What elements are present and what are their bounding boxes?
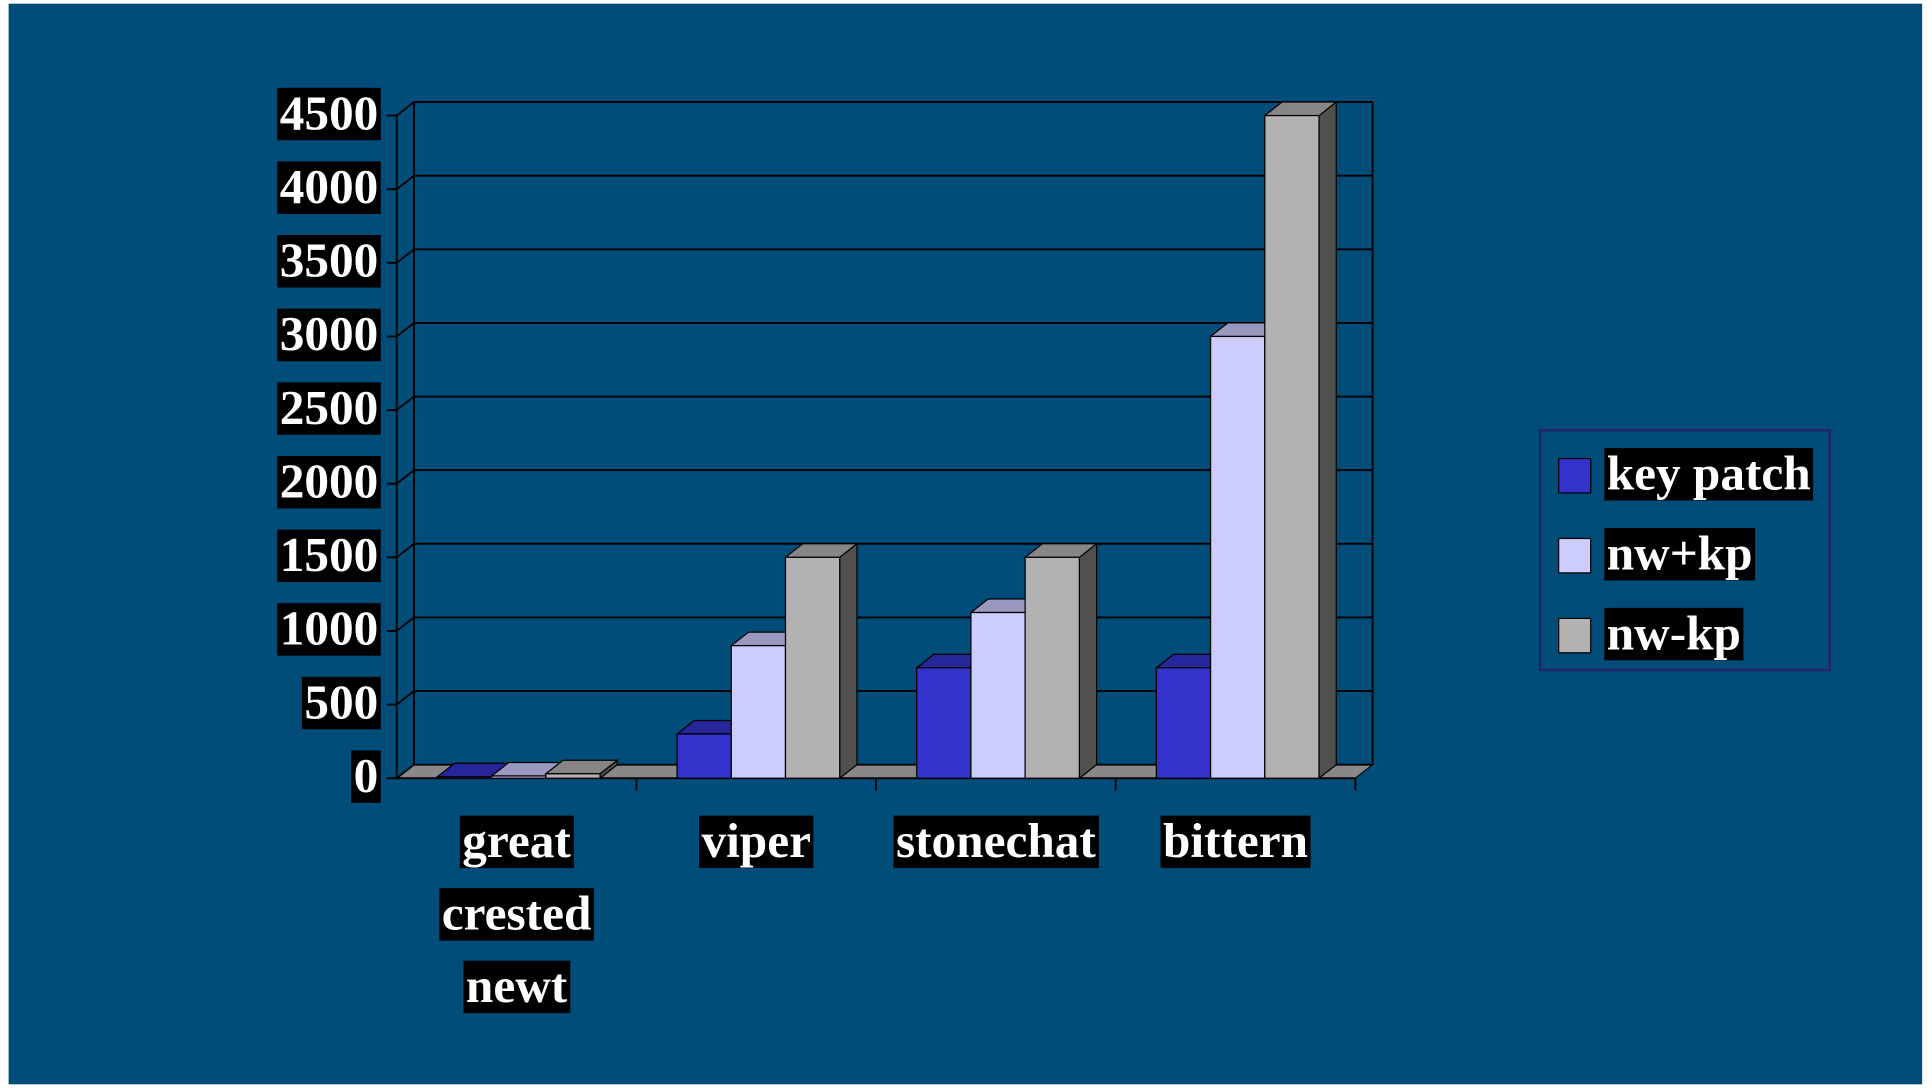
legend-label: key patch bbox=[1607, 446, 1811, 501]
grid-line bbox=[396, 469, 1373, 485]
x-tick-label: viper bbox=[701, 813, 810, 868]
bar-front bbox=[916, 667, 972, 779]
bar-front bbox=[1155, 667, 1212, 779]
x-tick-label: bittern bbox=[1163, 813, 1308, 868]
x-tick-label-bg bbox=[1160, 815, 1311, 869]
label-line: great bbox=[462, 813, 571, 868]
legend-label-bg bbox=[1604, 527, 1756, 581]
bar-side bbox=[839, 542, 858, 780]
y-tick-label: 1000 bbox=[280, 601, 379, 656]
bar-front bbox=[436, 776, 493, 779]
legend-swatch bbox=[1558, 537, 1592, 574]
grid-line bbox=[396, 395, 1373, 411]
bar bbox=[1023, 542, 1099, 780]
y-tick-label-bg bbox=[277, 603, 381, 656]
legend-swatch bbox=[1558, 617, 1592, 654]
label-line: bittern bbox=[1163, 813, 1308, 868]
bar-front bbox=[491, 775, 547, 779]
label-line: crested bbox=[442, 886, 592, 941]
y-tick-label: 1500 bbox=[280, 527, 379, 582]
y-tick-label: 0 bbox=[354, 748, 379, 803]
y-tick-label-bg bbox=[277, 382, 381, 435]
grid-line bbox=[396, 101, 1373, 117]
x-tick-label-bg bbox=[699, 815, 814, 869]
bar-side bbox=[1078, 542, 1098, 780]
y-tick-label-bg bbox=[301, 676, 381, 730]
label-line: viper bbox=[701, 813, 810, 868]
bar-front bbox=[784, 556, 841, 779]
bar-side bbox=[1318, 100, 1337, 780]
legend-swatch bbox=[1558, 457, 1592, 494]
y-tick-label-bg bbox=[277, 235, 381, 288]
y-tick-label: 2500 bbox=[280, 380, 379, 435]
y-tick-label: 3500 bbox=[280, 233, 379, 288]
bar-front bbox=[730, 645, 787, 779]
x-tick-label: stonechat bbox=[896, 813, 1096, 868]
bar-front bbox=[1264, 114, 1320, 779]
x-tick-label-bg bbox=[439, 888, 594, 941]
bar-front bbox=[1024, 556, 1080, 779]
y-tick-label: 2000 bbox=[280, 453, 379, 508]
x-tick-label: great crested newt bbox=[442, 813, 592, 1013]
label-line: newt bbox=[466, 958, 568, 1013]
y-tick-label-bg bbox=[277, 87, 381, 141]
label-line: stonechat bbox=[896, 813, 1096, 868]
grid-line bbox=[396, 248, 1373, 264]
x-tick-label-bg bbox=[893, 815, 1099, 869]
legend-label: nw-kp bbox=[1607, 605, 1741, 660]
grid-line bbox=[396, 174, 1373, 190]
bar-front bbox=[970, 611, 1026, 779]
bar bbox=[783, 542, 859, 780]
y-tick-label-bg bbox=[351, 750, 381, 803]
x-tick-label-bg bbox=[463, 960, 571, 1014]
legend bbox=[1538, 429, 1831, 672]
y-tick-label-bg bbox=[277, 308, 381, 362]
y-tick-label: 3000 bbox=[280, 306, 379, 361]
bar-front bbox=[1209, 335, 1266, 779]
bar bbox=[1263, 100, 1339, 780]
y-tick-label-bg bbox=[277, 455, 381, 509]
y-tick-label: 500 bbox=[304, 674, 378, 729]
bar-front bbox=[545, 773, 601, 779]
legend-label-bg bbox=[1604, 448, 1814, 501]
y-tick-label-bg bbox=[277, 529, 381, 583]
bar-front bbox=[676, 733, 732, 779]
y-tick-label: 4500 bbox=[280, 85, 379, 140]
grid-line bbox=[396, 321, 1373, 338]
y-tick-label: 4000 bbox=[280, 159, 379, 214]
legend-label-bg bbox=[1604, 607, 1744, 661]
legend-label: nw+kp bbox=[1607, 525, 1753, 580]
x-tick-label-bg bbox=[459, 815, 574, 869]
bar bbox=[544, 758, 620, 780]
y-tick-label-bg bbox=[277, 161, 381, 214]
